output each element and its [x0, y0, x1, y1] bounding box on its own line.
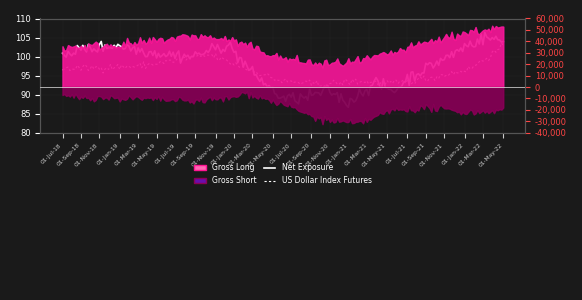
Legend: Gross Long, Gross Short, Net Exposure, US Dollar Index Futures: Gross Long, Gross Short, Net Exposure, U… [191, 160, 375, 188]
